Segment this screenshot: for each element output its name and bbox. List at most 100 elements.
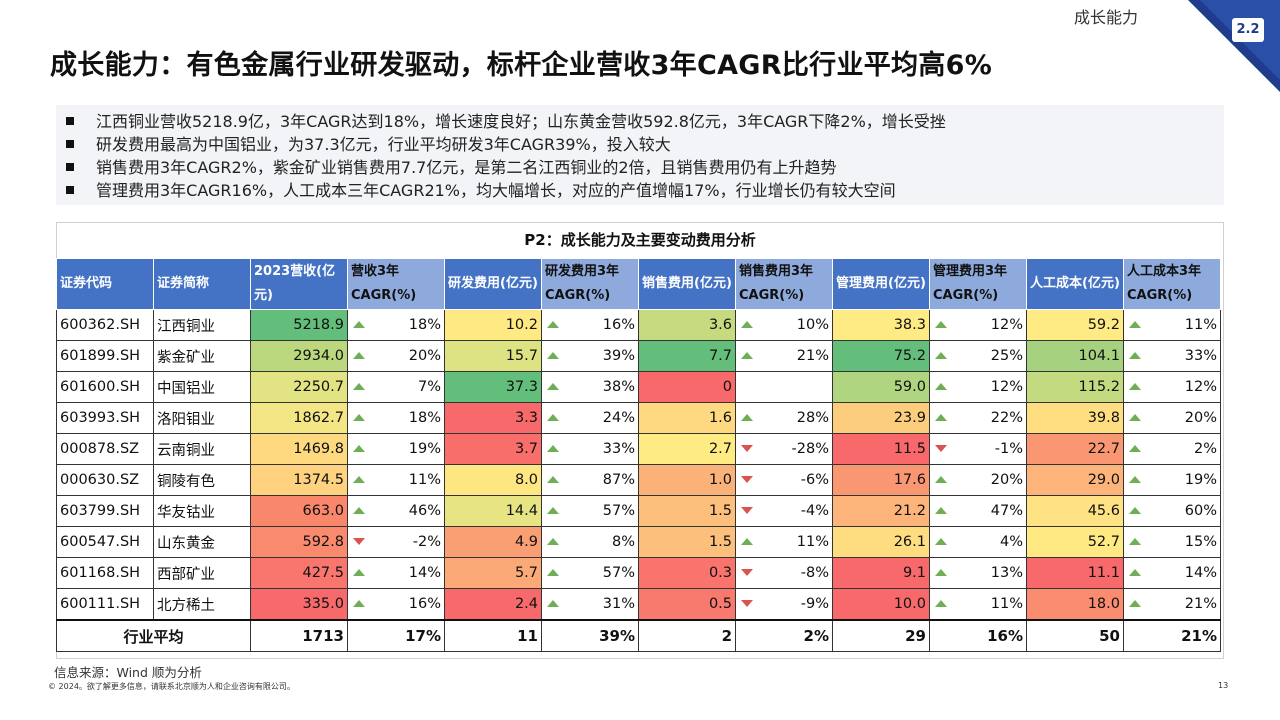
- cell-text: 14%: [1184, 565, 1217, 581]
- cell-text: 云南铜业: [157, 442, 215, 459]
- cell-text: 19%: [1184, 472, 1217, 488]
- cell-text: 铜陵有色: [157, 473, 215, 490]
- security-name-cell: 北方稀土: [153, 588, 251, 621]
- value-cell: 75.2: [832, 340, 930, 372]
- value-cell: 45.6: [1026, 495, 1124, 527]
- bullet-square-icon: [66, 139, 74, 148]
- average-value-cell: 17%: [347, 619, 445, 652]
- cell-text: 8.0: [514, 472, 538, 488]
- column-header: 证券简称: [153, 258, 251, 310]
- cell-text: 601600.SH: [60, 379, 141, 395]
- triangle-up-icon: [547, 383, 559, 390]
- value-cell: 0.5: [638, 588, 736, 621]
- cell-text: 8%: [611, 534, 635, 550]
- bullet-item: 江西铜业营收5218.9亿，3年CAGR达到18%，增长速度良好；山东黄金营收5…: [66, 110, 1224, 133]
- column-header: 销售费用3年CAGR(%): [735, 258, 833, 310]
- cell-text: 中国铝业: [157, 380, 215, 397]
- triangle-up-icon: [935, 352, 947, 359]
- cagr-cell: 2%: [1123, 433, 1221, 465]
- cell-text: 45.6: [1087, 503, 1120, 519]
- security-code-cell: 600111.SH: [56, 588, 154, 621]
- cell-text: 39.8: [1087, 410, 1120, 426]
- triangle-up-icon: [547, 476, 559, 483]
- column-header: 研发费用3年CAGR(%): [541, 258, 639, 310]
- cell-text: 60%: [1184, 503, 1217, 519]
- cell-text: 17.6: [893, 472, 926, 488]
- cell-text: 37.3: [505, 379, 538, 395]
- value-cell: 1.5: [638, 526, 736, 558]
- column-header: 人工成本3年CAGR(%): [1123, 258, 1221, 310]
- triangle-down-icon: [935, 445, 947, 452]
- triangle-up-icon: [353, 414, 365, 421]
- value-cell: 23.9: [832, 402, 930, 434]
- cagr-cell: 22%: [929, 402, 1027, 434]
- security-name-cell: 中国铝业: [153, 371, 251, 403]
- cell-text: 11.1: [1087, 565, 1120, 581]
- triangle-up-icon: [547, 445, 559, 452]
- cell-text: 47%: [990, 503, 1023, 519]
- value-cell: 9.1: [832, 557, 930, 589]
- cell-text: 23.9: [893, 410, 926, 426]
- security-code-cell: 601168.SH: [56, 557, 154, 589]
- cell-text: 38%: [602, 379, 635, 395]
- cagr-cell: 11%: [735, 526, 833, 558]
- cell-text: 000630.SZ: [60, 472, 140, 488]
- average-value-cell: 11: [444, 619, 542, 652]
- cagr-cell: 4%: [929, 526, 1027, 558]
- security-name-cell: 山东黄金: [153, 526, 251, 558]
- security-name-cell: 铜陵有色: [153, 464, 251, 496]
- triangle-up-icon: [935, 569, 947, 576]
- average-row: 行业平均 1713 17% 11 39% 2 2% 29 16% 50 21%: [56, 619, 1221, 652]
- triangle-up-icon: [353, 569, 365, 576]
- bullet-text: 销售费用3年CAGR2%，紫金矿业销售费用7.7亿元，是第二名江西铜业的2倍，且…: [96, 158, 837, 177]
- triangle-up-icon: [741, 414, 753, 421]
- average-value-cell: 2: [638, 619, 736, 652]
- cagr-cell: 25%: [929, 340, 1027, 372]
- cell-text: 紫金矿业: [157, 349, 215, 366]
- triangle-down-icon: [741, 569, 753, 576]
- cell-text: 3.7: [514, 441, 538, 457]
- cell-text: -4%: [800, 503, 829, 519]
- bullet-item: 管理费用3年CAGR16%，人工成本三年CAGR21%，均大幅增长，对应的产值增…: [66, 179, 1224, 202]
- cagr-cell: 11%: [929, 588, 1027, 621]
- source-note: 信息来源：Wind 顺为分析: [54, 665, 202, 680]
- cagr-cell: 21%: [735, 340, 833, 372]
- cell-text: 592.8: [302, 534, 344, 550]
- cell-text: 2250.7: [293, 379, 344, 395]
- security-code-cell: 603799.SH: [56, 495, 154, 527]
- value-cell: 2.7: [638, 433, 736, 465]
- table-row: 601168.SH 西部矿业 427.5 14% 5.7 57% 0.3 -8% 9.1 13% 1…: [56, 557, 1221, 589]
- cell-text: 38.3: [893, 317, 926, 333]
- cell-text: 29.0: [1087, 472, 1120, 488]
- average-label: 行业平均: [56, 619, 251, 652]
- cagr-cell: 20%: [1123, 402, 1221, 434]
- security-name-cell: 华友钴业: [153, 495, 251, 527]
- cell-text: 9.1: [902, 565, 926, 581]
- cagr-cell: 14%: [1123, 557, 1221, 589]
- value-cell: 10.2: [444, 309, 542, 341]
- cell-text: 华友钴业: [157, 504, 215, 521]
- cagr-cell: 14%: [347, 557, 445, 589]
- bullet-text: 研发费用最高为中国铝业，为37.3亿元，行业平均研发3年CAGR39%，投入较大: [96, 135, 671, 154]
- triangle-up-icon: [1129, 414, 1141, 421]
- value-cell: 1.6: [638, 402, 736, 434]
- value-cell: 1.5: [638, 495, 736, 527]
- cell-text: 75.2: [893, 348, 926, 364]
- triangle-up-icon: [353, 352, 365, 359]
- cell-text: 115.2: [1078, 379, 1120, 395]
- cell-text: 87%: [602, 472, 635, 488]
- cell-text: 4.9: [514, 534, 538, 550]
- cell-text: 12%: [990, 317, 1023, 333]
- value-cell: 22.7: [1026, 433, 1124, 465]
- value-cell: 1862.7: [250, 402, 348, 434]
- security-code-cell: 603993.SH: [56, 402, 154, 434]
- triangle-up-icon: [1129, 321, 1141, 328]
- cell-text: 山东黄金: [157, 535, 215, 552]
- triangle-down-icon: [741, 476, 753, 483]
- cagr-cell: 19%: [1123, 464, 1221, 496]
- cell-text: 21%: [796, 348, 829, 364]
- value-cell: 38.3: [832, 309, 930, 341]
- triangle-up-icon: [935, 383, 947, 390]
- cell-text: 600111.SH: [60, 596, 141, 612]
- cell-text: 13%: [990, 565, 1023, 581]
